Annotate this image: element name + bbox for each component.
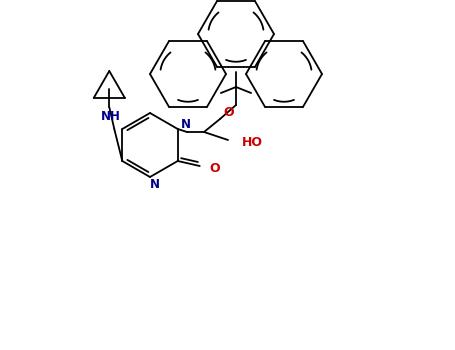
Text: O: O <box>224 106 234 119</box>
Text: HO: HO <box>242 136 263 149</box>
Text: NH: NH <box>101 111 121 124</box>
Text: O: O <box>210 161 220 175</box>
Text: N: N <box>181 118 191 131</box>
Text: N: N <box>150 178 160 191</box>
